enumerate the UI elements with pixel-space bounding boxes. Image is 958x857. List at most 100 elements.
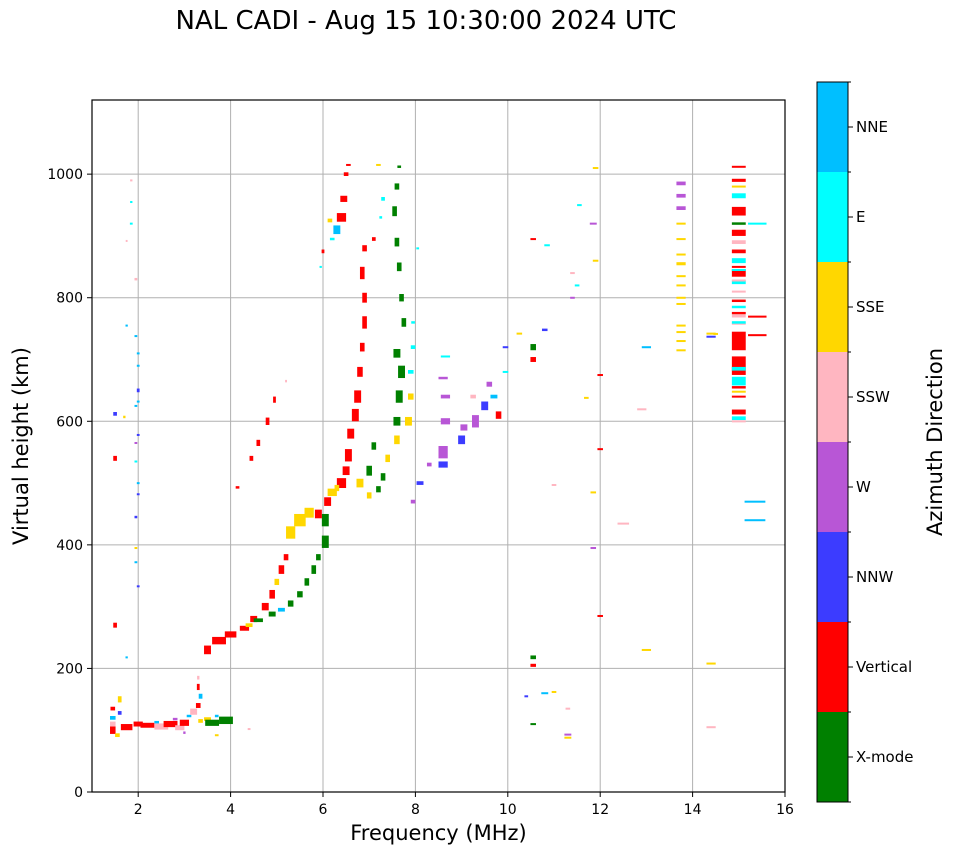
echo-vertical: [324, 497, 332, 506]
echo-vertical: [340, 195, 348, 202]
echo-sse: [564, 736, 572, 739]
echo-ssw: [134, 277, 138, 281]
echo-sse: [117, 696, 122, 703]
echo-sse: [327, 218, 333, 223]
echo-nne: [110, 716, 116, 720]
echo-e: [381, 197, 385, 201]
echo-vertical: [110, 726, 116, 734]
echo-sse: [405, 416, 412, 426]
echo-w: [486, 381, 493, 387]
echo-sse: [676, 349, 686, 352]
echo-vertical: [336, 213, 347, 222]
echo-ssw: [197, 675, 200, 680]
echo-vertical: [371, 237, 376, 241]
colorbar-tick-label: SSE: [856, 298, 885, 316]
echo-vertical: [256, 439, 261, 446]
echo-w: [676, 206, 686, 210]
echo-vertical: [265, 417, 270, 425]
echo-nne: [125, 324, 128, 327]
y-axis-ticks: 0 200 400 600 800 1000: [47, 167, 92, 801]
echo-x-mode: [394, 237, 400, 247]
echo-sse: [134, 547, 138, 550]
echo-ssw: [731, 315, 746, 318]
echo-ssw: [731, 279, 746, 282]
echo-x-mode: [366, 465, 372, 476]
echo-vertical: [530, 663, 536, 667]
echo-ssw: [617, 522, 630, 525]
echo-x-mode: [380, 473, 386, 481]
x-tick-label: 2: [134, 802, 143, 818]
echo-w: [183, 731, 186, 734]
echo-sse: [676, 275, 686, 278]
x-tick-label: 16: [776, 802, 794, 818]
y-tick-label: 400: [56, 538, 83, 554]
echo-sse: [731, 185, 746, 188]
echo-vertical: [196, 683, 200, 691]
echo-sse: [676, 238, 686, 241]
colorbar-segment-w: [817, 442, 848, 532]
echo-sse: [676, 324, 686, 327]
echo-nnw: [458, 435, 466, 445]
echo-vertical: [239, 625, 250, 631]
echo-nne: [136, 400, 140, 403]
echo-x-mode: [219, 716, 233, 725]
echo-vertical: [731, 269, 746, 277]
echo-vertical: [140, 722, 155, 728]
echo-ssw: [470, 394, 476, 399]
echo-vertical: [342, 466, 350, 476]
colorbar: X-mode Vertical NNW W SSW SSE E NNE: [816, 81, 913, 803]
echo-points: [110, 163, 767, 739]
echo-vertical: [269, 589, 275, 599]
echo-sse: [334, 484, 340, 492]
colorbar-tick-label: SSW: [856, 388, 890, 406]
echo-ssw: [285, 379, 287, 383]
echo-sse: [274, 578, 280, 586]
echo-e: [731, 416, 746, 421]
echo-nne: [134, 404, 138, 407]
y-tick-label: 1000: [47, 167, 83, 183]
echo-vertical: [133, 721, 143, 727]
echo-nne: [214, 714, 219, 718]
echo-e: [416, 247, 420, 250]
echo-vertical: [354, 390, 362, 403]
echo-sse: [204, 717, 211, 721]
echo-nnw: [134, 515, 138, 519]
chart-title: NAL CADI - Aug 15 10:30:00 2024 UTC: [175, 6, 677, 36]
echo-vertical: [249, 455, 254, 461]
echo-e: [731, 268, 746, 271]
echo-x-mode: [268, 611, 276, 617]
echo-nnw: [136, 493, 140, 496]
echo-sse: [408, 393, 414, 400]
echo-e: [731, 321, 746, 324]
echo-sse: [676, 262, 686, 266]
echo-vertical: [120, 724, 133, 731]
echo-ssw: [190, 708, 198, 715]
echo-e: [502, 370, 509, 373]
echo-sse: [516, 332, 523, 335]
echo-nne: [136, 352, 140, 355]
echo-ssw: [125, 239, 128, 242]
echo-vertical: [748, 315, 767, 318]
echo-x-mode: [287, 600, 294, 607]
colorbar-tick-label: NNW: [856, 568, 893, 586]
echo-sse: [115, 733, 120, 738]
echo-e: [748, 222, 767, 225]
echo-w: [410, 499, 416, 504]
echo-nne: [154, 720, 159, 724]
echo-e: [440, 355, 451, 358]
echo-ssw: [175, 725, 185, 731]
echo-nnw: [541, 328, 548, 332]
echo-w: [564, 733, 572, 736]
echo-vertical: [359, 266, 365, 280]
echo-w: [440, 418, 451, 425]
echo-sse: [676, 296, 686, 299]
echo-x-mode: [397, 165, 402, 168]
x-tick-label: 14: [684, 802, 702, 818]
echo-x-mode: [205, 719, 220, 726]
colorbar-segment-nne: [817, 82, 848, 172]
echo-nne: [490, 394, 498, 399]
echo-sse: [731, 390, 746, 393]
x-axis-label: Frequency (MHz): [350, 821, 526, 845]
echo-w: [570, 296, 575, 299]
echo-vertical: [179, 719, 190, 726]
